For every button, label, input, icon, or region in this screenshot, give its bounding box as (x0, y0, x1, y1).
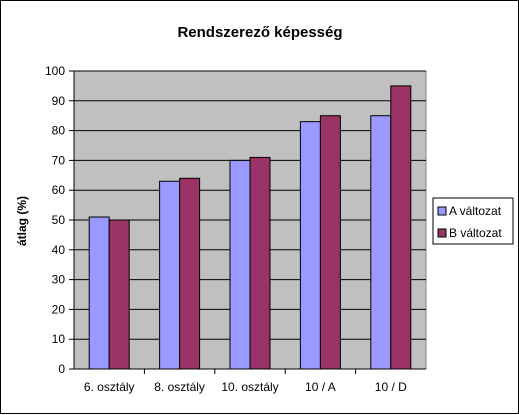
bar (108, 219, 130, 370)
x-tick-label: 10 / D (375, 380, 407, 394)
y-tick-label: 80 (52, 124, 66, 138)
bar (249, 156, 271, 370)
legend: A változat B változat (432, 197, 514, 245)
y-tick-label: 90 (52, 94, 66, 108)
bar (88, 216, 110, 370)
chart-title: Rendszerező képesség (177, 24, 342, 41)
x-tick-label: 8. osztály (154, 380, 205, 394)
bar (390, 85, 412, 370)
y-tick-label: 100 (45, 64, 65, 78)
legend-swatch (437, 206, 447, 216)
y-tick-label: 20 (52, 302, 66, 316)
y-axis-label: átlag (%) (15, 196, 29, 246)
bar (370, 115, 392, 370)
bar (319, 115, 341, 370)
bar (229, 159, 251, 370)
legend-label: B változat (449, 226, 502, 240)
y-tick-label: 10 (52, 332, 66, 346)
x-tick-label: 10 / A (305, 380, 336, 394)
legend-label: A változat (449, 204, 502, 218)
bar (299, 121, 321, 370)
legend-swatch (437, 228, 447, 238)
x-tick-label: 6. osztály (84, 380, 135, 394)
y-tick-label: 50 (52, 213, 66, 227)
y-tick-label: 0 (58, 362, 65, 376)
y-tick-label: 40 (52, 243, 66, 257)
x-tick-label: 10. osztály (221, 380, 278, 394)
y-tick-label: 70 (52, 153, 66, 167)
bar (159, 180, 181, 370)
bar (179, 177, 201, 370)
y-tick-label: 60 (52, 183, 66, 197)
y-tick-label: 30 (52, 273, 66, 287)
